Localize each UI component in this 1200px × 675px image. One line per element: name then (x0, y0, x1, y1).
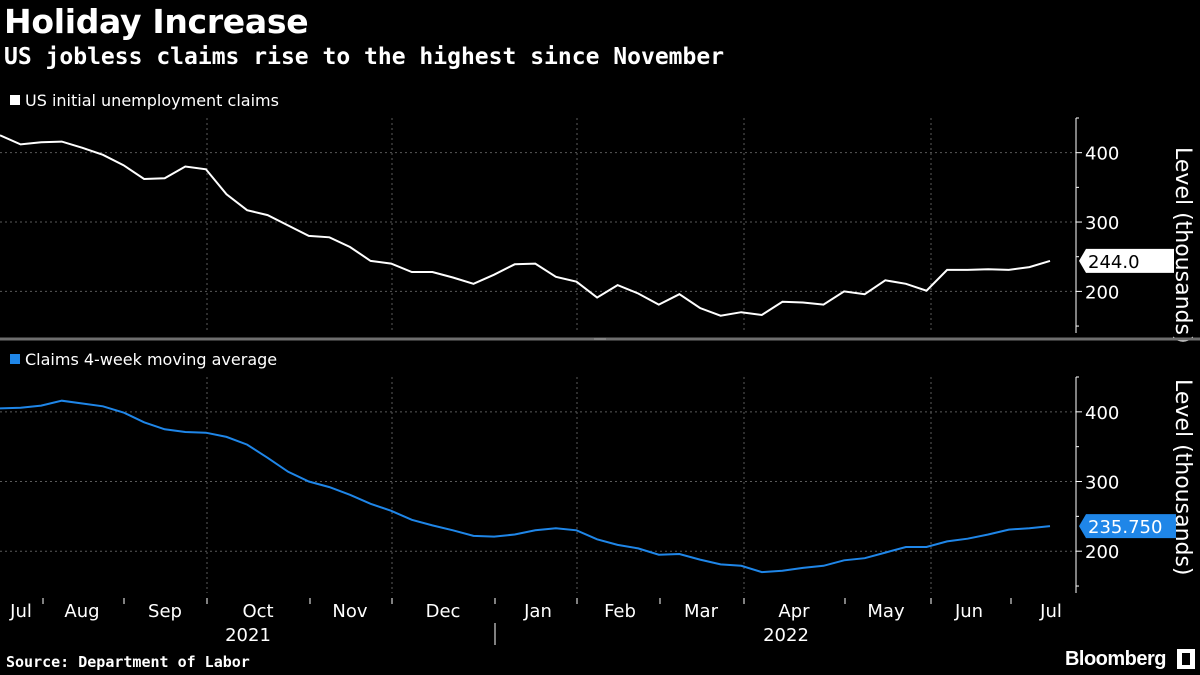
bottom-value-tag (1079, 514, 1176, 539)
x-month-label-7: Feb (604, 601, 636, 622)
bottom-last-value: 235.750 (1079, 514, 1176, 539)
x-month-label-2: Sep (148, 601, 182, 622)
x-axis: Jul Aug Sep Oct Nov Dec Jan Feb Mar Apr May Jun Jul 2… (9, 598, 1062, 646)
top-panel: US initial unemployment claims 200 300 400… (0, 91, 1195, 344)
x-year-label-2022: 2022 (763, 625, 809, 646)
brand-logo: Bloomberg (1064, 648, 1167, 670)
x-month-label-1: Aug (64, 601, 99, 622)
top-ytick-label-300: 300 (1085, 213, 1119, 234)
source-note: Source: Department of Labor (6, 653, 250, 671)
bottom-y-axis: 200 300 400 (1075, 376, 1119, 593)
bottom-legend-label: Claims 4-week moving average (25, 350, 277, 369)
top-value-tag (1079, 248, 1174, 273)
top-value-tag-text: 244.0 (1088, 252, 1140, 273)
top-series-line (0, 134, 1051, 317)
bottom-ytick-label-300: 300 (1085, 473, 1119, 494)
top-y-axis-title: Level (thousands) (1170, 147, 1195, 344)
top-y-axis: 200 300 400 (1075, 117, 1119, 333)
x-month-label-12: Jul (1039, 601, 1062, 622)
bottom-legend-swatch (10, 354, 20, 364)
bottom-ytick-label-400: 400 (1085, 403, 1119, 424)
x-month-label-11: Jun (954, 601, 983, 622)
x-month-label-9: Apr (778, 601, 810, 622)
x-month-label-10: May (867, 601, 905, 622)
bottom-ytick-label-200: 200 (1085, 542, 1119, 563)
x-month-label-5: Dec (426, 601, 461, 622)
bottom-panel: Claims 4-week moving average 200 300 400 2… (0, 350, 1195, 593)
top-legend-label: US initial unemployment claims (25, 91, 279, 110)
x-month-label-8: Mar (684, 601, 719, 622)
x-month-label-3: Oct (242, 601, 273, 622)
bottom-series-line (0, 399, 1051, 574)
x-month-label-6: Jan (523, 601, 552, 622)
bottom-gridlines (0, 377, 1076, 593)
x-year-label-2021: 2021 (225, 625, 271, 646)
top-ytick-label-400: 400 (1085, 144, 1119, 165)
top-legend-swatch (10, 95, 20, 105)
chart-subtitle: US jobless claims rise to the highest si… (4, 44, 725, 70)
x-month-label-4: Nov (332, 601, 367, 622)
top-gridlines (0, 118, 1076, 333)
chart-title: Holiday Increase (4, 2, 309, 41)
top-last-value: 244.0 (1079, 248, 1174, 273)
bottom-value-tag-text: 235.750 (1088, 517, 1162, 538)
brand-terminal-icon (1177, 649, 1195, 669)
top-ytick-label-200: 200 (1085, 282, 1119, 303)
x-month-label-0: Jul (9, 601, 32, 622)
bottom-y-axis-title: Level (thousands) (1170, 379, 1195, 576)
